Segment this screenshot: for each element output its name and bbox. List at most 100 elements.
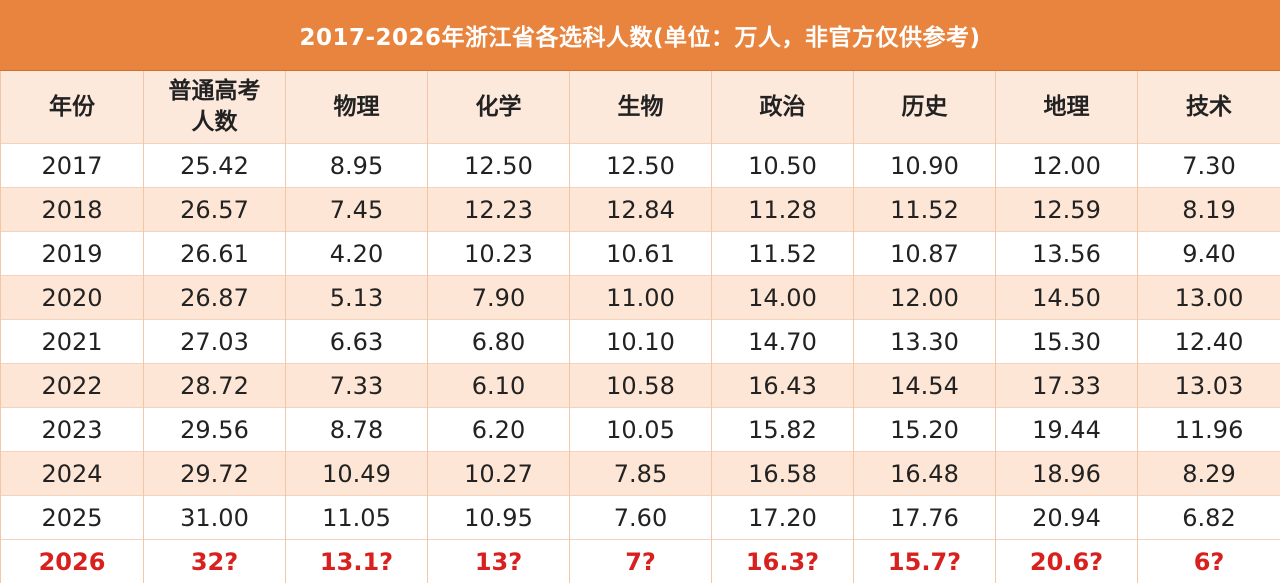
cell-gaokao: 27.03 bbox=[144, 320, 286, 364]
cell-physics: 8.78 bbox=[286, 408, 428, 452]
cell-chemistry: 6.80 bbox=[428, 320, 570, 364]
cell-history: 10.90 bbox=[854, 144, 996, 188]
header-technology: 技术 bbox=[1138, 71, 1280, 144]
cell-physics: 8.95 bbox=[286, 144, 428, 188]
cell-physics: 10.49 bbox=[286, 452, 428, 496]
cell-history: 14.54 bbox=[854, 364, 996, 408]
cell-year: 2022 bbox=[1, 364, 144, 408]
header-gaokao-line2: 人数 bbox=[144, 107, 285, 138]
cell-politics: 14.70 bbox=[712, 320, 854, 364]
cell-politics: 17.20 bbox=[712, 496, 854, 540]
cell-technology: 6.82 bbox=[1138, 496, 1280, 540]
cell-geography: 17.33 bbox=[996, 364, 1138, 408]
cell-history: 10.87 bbox=[854, 232, 996, 276]
cell-geography: 12.00 bbox=[996, 144, 1138, 188]
cell-year: 2026 bbox=[1, 540, 144, 583]
cell-geography: 12.59 bbox=[996, 188, 1138, 232]
header-history: 历史 bbox=[854, 71, 996, 144]
cell-gaokao: 26.57 bbox=[144, 188, 286, 232]
cell-history: 13.30 bbox=[854, 320, 996, 364]
cell-history: 15.7? bbox=[854, 540, 996, 583]
cell-chemistry: 13? bbox=[428, 540, 570, 583]
cell-history: 11.52 bbox=[854, 188, 996, 232]
cell-politics: 16.58 bbox=[712, 452, 854, 496]
cell-gaokao: 29.56 bbox=[144, 408, 286, 452]
cell-year: 2019 bbox=[1, 232, 144, 276]
cell-biology: 10.58 bbox=[570, 364, 712, 408]
cell-politics: 11.52 bbox=[712, 232, 854, 276]
cell-biology: 7? bbox=[570, 540, 712, 583]
cell-year: 2017 bbox=[1, 144, 144, 188]
cell-biology: 10.61 bbox=[570, 232, 712, 276]
cell-chemistry: 6.20 bbox=[428, 408, 570, 452]
cell-chemistry: 10.23 bbox=[428, 232, 570, 276]
cell-technology: 13.00 bbox=[1138, 276, 1280, 320]
cell-technology: 12.40 bbox=[1138, 320, 1280, 364]
cell-technology: 13.03 bbox=[1138, 364, 1280, 408]
cell-chemistry: 7.90 bbox=[428, 276, 570, 320]
table-title: 2017-2026年浙江省各选科人数(单位：万人，非官方仅供参考) bbox=[0, 0, 1280, 71]
cell-politics: 16.3? bbox=[712, 540, 854, 583]
cell-politics: 15.82 bbox=[712, 408, 854, 452]
cell-biology: 12.84 bbox=[570, 188, 712, 232]
cell-technology: 6? bbox=[1138, 540, 1280, 583]
header-gaokao: 普通高考 人数 bbox=[144, 71, 286, 144]
header-politics: 政治 bbox=[712, 71, 854, 144]
cell-year: 2024 bbox=[1, 452, 144, 496]
cell-geography: 20.94 bbox=[996, 496, 1138, 540]
cell-politics: 16.43 bbox=[712, 364, 854, 408]
cell-physics: 11.05 bbox=[286, 496, 428, 540]
cell-gaokao: 29.72 bbox=[144, 452, 286, 496]
cell-biology: 10.10 bbox=[570, 320, 712, 364]
cell-history: 16.48 bbox=[854, 452, 996, 496]
cell-technology: 9.40 bbox=[1138, 232, 1280, 276]
cell-gaokao: 31.00 bbox=[144, 496, 286, 540]
header-biology: 生物 bbox=[570, 71, 712, 144]
cell-biology: 12.50 bbox=[570, 144, 712, 188]
cell-geography: 18.96 bbox=[996, 452, 1138, 496]
cell-gaokao: 32? bbox=[144, 540, 286, 583]
cell-geography: 14.50 bbox=[996, 276, 1138, 320]
header-year: 年份 bbox=[1, 71, 144, 144]
cell-chemistry: 12.23 bbox=[428, 188, 570, 232]
cell-year: 2021 bbox=[1, 320, 144, 364]
cell-technology: 7.30 bbox=[1138, 144, 1280, 188]
cell-history: 15.20 bbox=[854, 408, 996, 452]
cell-gaokao: 25.42 bbox=[144, 144, 286, 188]
cell-physics: 4.20 bbox=[286, 232, 428, 276]
cell-physics: 7.45 bbox=[286, 188, 428, 232]
header-row: 年份 普通高考 人数 物理 化学 生物 政治 历史 地理 技术 bbox=[1, 71, 1280, 144]
cell-geography: 15.30 bbox=[996, 320, 1138, 364]
header-geography: 地理 bbox=[996, 71, 1138, 144]
cell-year: 2018 bbox=[1, 188, 144, 232]
cell-geography: 13.56 bbox=[996, 232, 1138, 276]
cell-politics: 14.00 bbox=[712, 276, 854, 320]
cell-chemistry: 12.50 bbox=[428, 144, 570, 188]
header-physics: 物理 bbox=[286, 71, 428, 144]
header-chemistry: 化学 bbox=[428, 71, 570, 144]
cell-geography: 20.6? bbox=[996, 540, 1138, 583]
cell-chemistry: 10.95 bbox=[428, 496, 570, 540]
cell-history: 17.76 bbox=[854, 496, 996, 540]
cell-year: 2023 bbox=[1, 408, 144, 452]
cell-physics: 13.1? bbox=[286, 540, 428, 583]
cell-physics: 7.33 bbox=[286, 364, 428, 408]
cell-year: 2020 bbox=[1, 276, 144, 320]
cell-biology: 7.60 bbox=[570, 496, 712, 540]
cell-year: 2025 bbox=[1, 496, 144, 540]
cell-physics: 5.13 bbox=[286, 276, 428, 320]
cell-biology: 7.85 bbox=[570, 452, 712, 496]
cell-technology: 8.29 bbox=[1138, 452, 1280, 496]
header-gaokao-line1: 普通高考 bbox=[144, 76, 285, 107]
